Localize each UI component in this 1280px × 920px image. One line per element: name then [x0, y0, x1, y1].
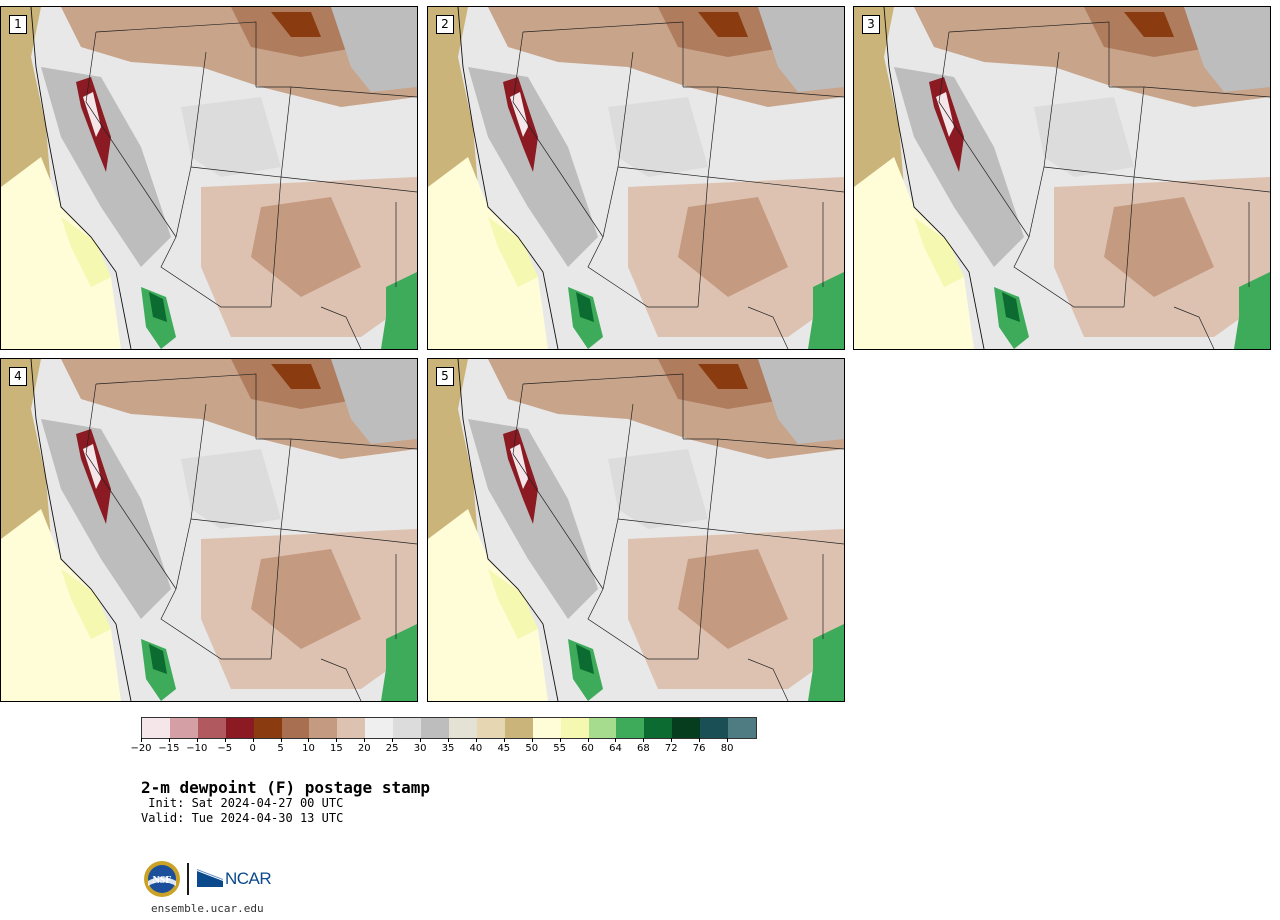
- colorbar-tick-label: 80: [720, 743, 734, 754]
- panel-number-label: 5: [436, 367, 454, 386]
- colorbar-tick-label: 20: [357, 743, 371, 754]
- init-time: Init: Sat 2024-04-27 00 UTC: [141, 796, 344, 810]
- dewpoint-map-2: [428, 7, 844, 349]
- nsf-logo: NSF: [144, 861, 180, 897]
- colorbar-tick: [168, 738, 170, 742]
- colorbar-tick-label: 55: [553, 743, 566, 754]
- colorbar-cell: [421, 718, 449, 738]
- colorbar-tick: [364, 738, 366, 742]
- colorbar-tick: [503, 738, 505, 742]
- colorbar-tick-label: 68: [636, 743, 650, 754]
- colorbar-tick-label: 45: [497, 743, 511, 754]
- dewpoint-map-4: [1, 359, 417, 701]
- colorbar-cell: [197, 718, 226, 738]
- colorbar-tick-label: 25: [385, 743, 399, 754]
- colorbar-tick: [336, 738, 338, 742]
- colorbar-cell: [588, 718, 617, 738]
- product-title: 2-m dewpoint (F) postage stamp: [141, 778, 430, 797]
- logo-strip: NSF NCAR: [143, 860, 283, 900]
- colorbar-tick-labels: −20 −15 −10 −5 0 5 10 15 20 25 30 35 40 45 50 55 60 64 68 7…: [130, 738, 755, 758]
- colorbar-tick: [727, 738, 729, 742]
- colorbar-tick-label: −5: [217, 743, 233, 754]
- colorbar-tick: [280, 738, 282, 742]
- colorbar-tick-label: −15: [158, 743, 180, 754]
- colorbar-cell: [225, 718, 254, 738]
- colorbar-tick: [643, 738, 645, 742]
- colorbar-cell: [728, 718, 756, 738]
- colorbar-tick-label: 64: [609, 743, 622, 754]
- colorbar-tick: [224, 738, 226, 742]
- colorbar-cell: [281, 718, 310, 738]
- colorbar-tick: [141, 738, 142, 742]
- colorbar-cell: [365, 718, 394, 738]
- colorbar-tick: [420, 738, 422, 742]
- colorbar-tick-label: 72: [664, 743, 678, 754]
- colorbar-tick-label: 5: [277, 743, 284, 754]
- colorbar-cell: [393, 718, 422, 738]
- colorbar-tick: [448, 738, 449, 742]
- colorbar-tick: [252, 738, 254, 742]
- colorbar-tick-label: 35: [441, 743, 455, 754]
- nsf-logo-text: NSF: [153, 875, 172, 886]
- site-url: ensemble.ucar.edu: [151, 902, 264, 915]
- dewpoint-map-1: [1, 7, 417, 349]
- colorbar-tick: [699, 738, 701, 742]
- ncar-logo-text: NCAR: [225, 869, 272, 888]
- ncar-logo-mark: [197, 869, 223, 887]
- colorbar-cell: [560, 718, 589, 738]
- colorbar-cell: [253, 718, 282, 738]
- panel-number-label: 3: [862, 15, 880, 34]
- colorbar-cell: [337, 718, 366, 738]
- forecast-panel-2: 2: [427, 6, 845, 350]
- forecast-panel-5: 5: [427, 358, 845, 702]
- colorbar-cell: [616, 718, 645, 738]
- colorbar-tick-label: 0: [249, 743, 256, 754]
- colorbar-tick: [196, 738, 198, 742]
- colorbar-cell: [309, 718, 338, 738]
- colorbar-cell: [169, 718, 198, 738]
- colorbar-cell: [504, 718, 533, 738]
- forecast-panel-3: 3: [853, 6, 1271, 350]
- valid-time: Valid: Tue 2024-04-30 13 UTC: [141, 811, 344, 825]
- colorbar-cell: [532, 718, 561, 738]
- colorbar-cell: [476, 718, 505, 738]
- forecast-panel-1: 1: [0, 6, 418, 350]
- colorbar-tick: [615, 738, 617, 742]
- colorbar-tick-label: −20: [130, 743, 152, 754]
- dewpoint-map-5: [428, 359, 844, 701]
- colorbar-cell: [644, 718, 673, 738]
- colorbar-tick: [475, 738, 477, 742]
- colorbar-tick: [531, 738, 533, 742]
- colorbar-tick-label: 50: [525, 743, 539, 754]
- forecast-panel-4: 4: [0, 358, 418, 702]
- colorbar-tick-label: 60: [581, 743, 594, 754]
- colorbar-tick-label: 40: [469, 743, 483, 754]
- colorbar-tick: [308, 738, 310, 742]
- colorbar-cell: [672, 718, 701, 738]
- panel-number-label: 1: [9, 15, 27, 34]
- dewpoint-map-3: [854, 7, 1270, 349]
- dewpoint-colorbar: [141, 717, 757, 739]
- colorbar-tick-label: 76: [692, 743, 706, 754]
- colorbar-tick-label: 10: [302, 743, 315, 754]
- colorbar-cell: [700, 718, 729, 738]
- colorbar-cell: [448, 718, 477, 738]
- colorbar-cell: [142, 718, 170, 738]
- panel-number-label: 4: [9, 367, 27, 386]
- logo-divider: [187, 863, 189, 895]
- colorbar-tick: [587, 738, 589, 742]
- colorbar-tick: [671, 738, 673, 742]
- colorbar-tick: [392, 738, 394, 742]
- colorbar-tick-label: 15: [329, 743, 343, 754]
- panel-number-label: 2: [436, 15, 454, 34]
- colorbar-tick: [559, 738, 561, 742]
- colorbar-tick-label: 30: [413, 743, 427, 754]
- colorbar-tick-label: −10: [186, 743, 208, 754]
